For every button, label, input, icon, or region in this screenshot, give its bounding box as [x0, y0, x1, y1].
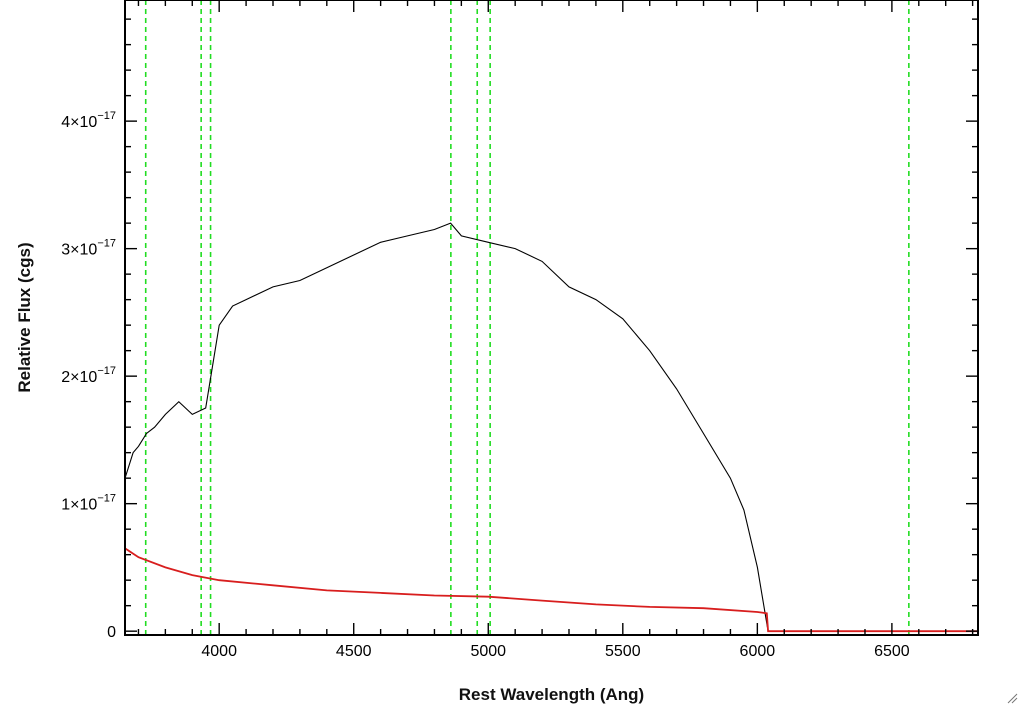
y-tick-label: 4×10−17	[61, 110, 116, 131]
resize-grip-icon[interactable]	[1006, 692, 1018, 704]
x-tick-label: 6500	[874, 643, 910, 660]
x-axis-title: Rest Wavelength (Ang)	[459, 685, 644, 704]
tick-labels: 4000 4500 5000 5500 6000 6500 0 1×10−17 2×10−17 3…	[61, 110, 910, 660]
x-tick-label: 4500	[336, 643, 372, 660]
y-axis-title: Relative Flux (cgs)	[15, 242, 34, 392]
y-tick-label: 2×10−17	[61, 365, 116, 386]
y-tick-label: 3×10−17	[61, 238, 116, 259]
flux-spectrum-line	[124, 222, 769, 632]
plot-frame	[124, 0, 979, 636]
axis-ticks	[125, 0, 978, 635]
x-tick-label: 4000	[201, 643, 237, 660]
x-tick-label: 5500	[605, 643, 641, 660]
x-tick-label: 5000	[470, 643, 506, 660]
x-tick-label: 6000	[740, 643, 776, 660]
series-layer	[124, 222, 978, 633]
emission-line-markers	[144, 0, 910, 635]
y-tick-label: 0	[107, 624, 116, 641]
error-spectrum-line	[124, 547, 978, 633]
y-tick-label: 1×10−17	[61, 493, 116, 514]
